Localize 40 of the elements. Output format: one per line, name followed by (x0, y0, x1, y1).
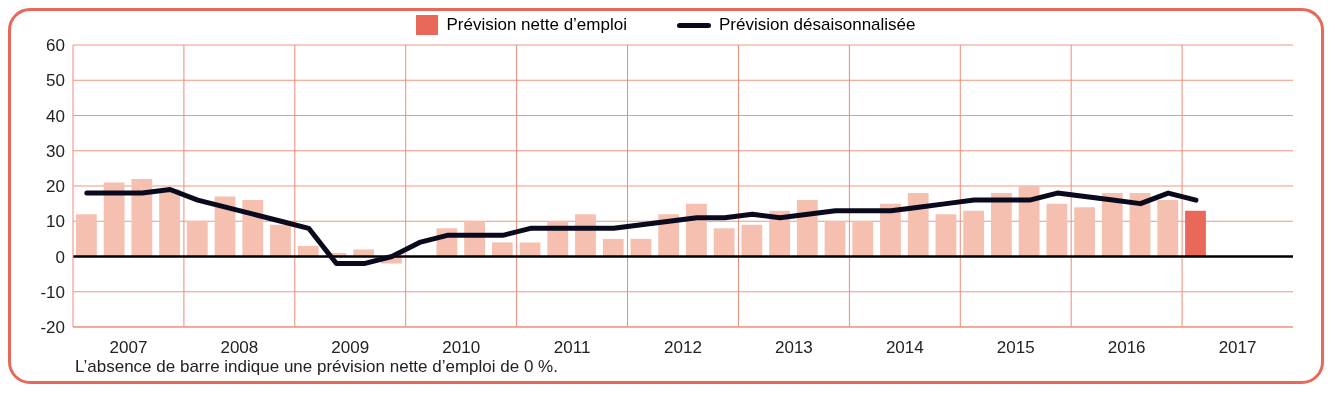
bar (76, 214, 97, 257)
bar (131, 178, 153, 257)
bar (270, 224, 291, 257)
bar (1185, 210, 1206, 257)
x-tick-label: 2015 (996, 338, 1035, 358)
x-tick-label: 2011 (553, 338, 591, 358)
bar (186, 221, 208, 257)
x-tick-label: 2009 (331, 338, 370, 358)
bar (741, 224, 763, 257)
x-tick-label: 2017 (1218, 338, 1257, 358)
x-tick-label: 2010 (442, 338, 481, 358)
x-tick-label: 2016 (1107, 338, 1146, 358)
y-tick-label: 0 (55, 247, 65, 267)
bar (852, 221, 874, 257)
bar (824, 221, 846, 257)
x-tick-label: 2012 (664, 338, 702, 358)
x-tick-label: 2014 (885, 338, 924, 358)
x-tick-label: 2007 (109, 338, 148, 358)
bar (1074, 207, 1095, 257)
bar (159, 189, 180, 257)
y-tick-label: 20 (46, 177, 65, 197)
x-tick-label: 2013 (775, 338, 813, 358)
text: L’absence de barre indique une prévision nette d’emploi de 0 %. (74, 357, 559, 377)
y-tick-label: 10 (46, 212, 65, 232)
legend-label: Prévision nette d’emploi (446, 15, 627, 35)
bar (1157, 200, 1179, 257)
bar (963, 210, 985, 257)
bar (935, 214, 957, 257)
y-tick-label: 30 (46, 141, 65, 161)
y-tick-label: -20 (40, 318, 65, 338)
y-tick-label: 50 (46, 71, 65, 91)
y-tick-label: 40 (46, 106, 65, 126)
bar (1046, 203, 1068, 257)
legend-label: Prévision désaisonnalisée (718, 15, 916, 35)
y-tick-label: 60 (46, 36, 65, 56)
bar (103, 182, 125, 257)
x-tick-label: 2008 (220, 338, 259, 358)
bar (713, 228, 735, 257)
y-tick-label: -10 (40, 282, 65, 302)
bar (991, 193, 1012, 257)
